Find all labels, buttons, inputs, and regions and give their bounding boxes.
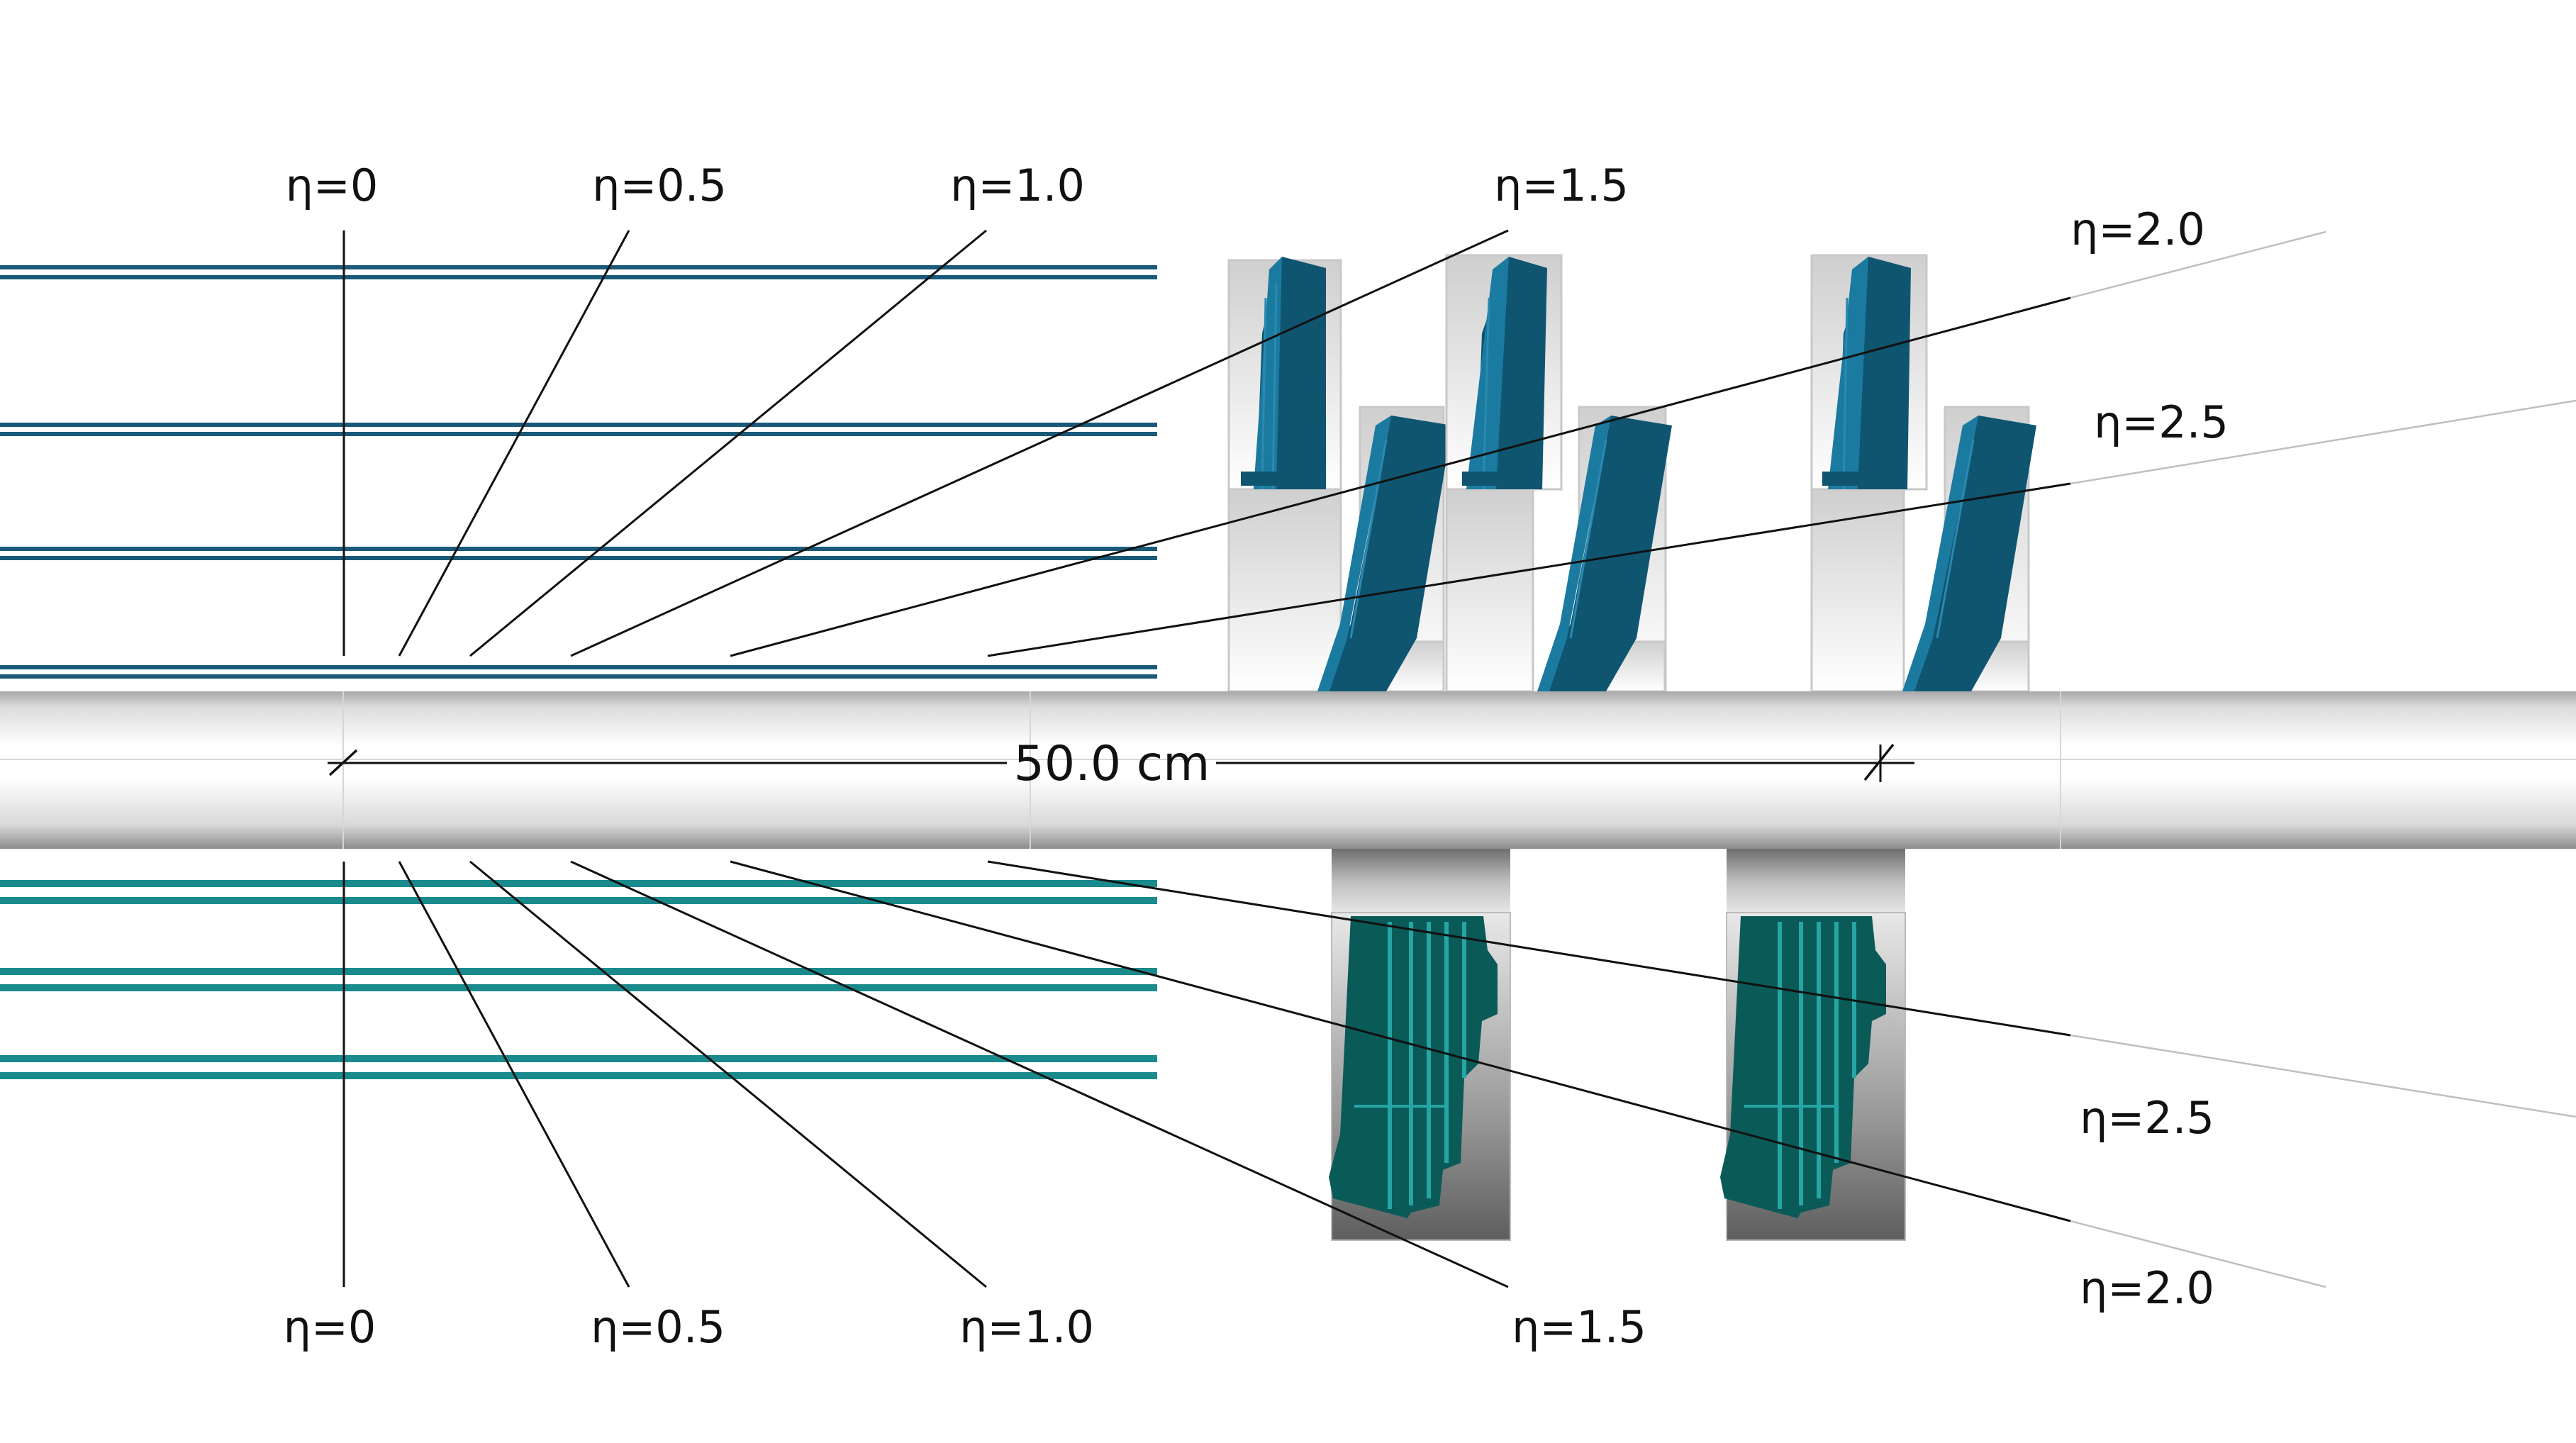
top-endcap-disk-6 [1902,406,2036,693]
bottom-eta-line-2.0-ext [2070,1220,2326,1288]
bottom-label-eta-2.5: η=2.5 [2080,1092,2214,1144]
top-eta-line-1.0 [469,229,987,657]
top-eta-line-1.5 [570,229,1509,657]
bottom-barrel-layers [0,880,1157,1079]
scale-bar-tick-left [328,749,358,776]
top-eta-line-2.0-ext [2070,230,2326,299]
top-eta-line-0.5 [398,230,630,657]
top-endcap-disk-5 [1810,254,1928,693]
bottom-endcap-modules [1329,849,1906,1241]
bottom-eta-labels: η=0 η=0.5 η=1.0 η=1.5 η=2.5 η=2.0 [284,1092,2214,1353]
top-endcap-disk-1 [1227,257,1342,693]
top-label-eta-1.5: η=1.5 [1494,160,1629,211]
top-eta-line-2.5 [987,482,2071,657]
top-endcap-disk-4 [1537,406,1672,693]
bottom-label-eta-0.5: η=0.5 [591,1301,725,1353]
scale-bar: 50.0 cm [328,736,1914,792]
top-endcap-modules [1227,254,2036,693]
bottom-label-eta-0: η=0 [284,1301,377,1353]
bottom-label-eta-1.5: η=1.5 [1512,1301,1646,1353]
top-barrel-layers [0,265,1157,679]
bottom-eta-line-0.5 [398,861,630,1288]
scale-bar-tick-right [1863,743,1895,781]
bottom-eta-line-2.5-ext [2070,1034,2576,1118]
bottom-eta-line-1.0 [469,860,987,1288]
bottom-eta-line-2.5 [987,860,2071,1037]
bottom-eta-line-1.5 [570,860,1509,1288]
bottom-endcap-disk-2 [1720,849,1906,1241]
bottom-eta-line-2.0 [730,860,2071,1222]
top-eta-labels: η=0 η=0.5 η=1.0 η=1.5 η=2.0 η=2.5 [286,160,2229,448]
beam-pipe-body [0,691,2576,849]
top-eta-line-2.0 [730,296,2071,657]
top-label-eta-2.0: η=2.0 [2070,204,2205,255]
bottom-label-eta-1.0: η=1.0 [959,1301,1094,1353]
top-label-eta-1.0: η=1.0 [950,160,1085,211]
top-label-eta-0.5: η=0.5 [592,160,727,211]
top-eta-line-2.5-ext [2070,399,2576,485]
bottom-endcap-disk-1 [1329,849,1511,1241]
top-endcap-disk-3 [1445,254,1563,693]
top-eta-lines [342,229,2576,657]
bottom-label-eta-2.0: η=2.0 [2080,1262,2214,1314]
scale-bar-label: 50.0 cm [1014,736,1210,792]
bottom-eta-lines [342,860,2576,1288]
top-endcap-disk-2 [1317,406,1452,693]
beam-pipe [0,691,2576,849]
top-label-eta-2.5: η=2.5 [2094,396,2229,448]
top-label-eta-0: η=0 [286,160,379,211]
